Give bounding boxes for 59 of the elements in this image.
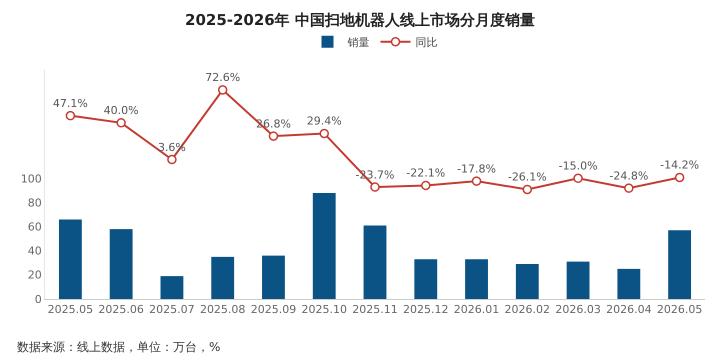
- point: [66, 110, 76, 120]
- x-tick-label: 2025.12: [403, 303, 449, 316]
- point: [522, 184, 532, 194]
- y-tick-label: 40: [28, 244, 42, 258]
- bar: [58, 219, 82, 299]
- bar: [211, 256, 234, 299]
- x-tick-label: 2025.10: [301, 303, 347, 316]
- x-tick-label: 2025.08: [200, 303, 246, 316]
- data-label: -15.0%: [558, 160, 598, 173]
- x-tick-label: 2025.11: [352, 303, 398, 316]
- y-tick-label: 100: [20, 172, 42, 186]
- bar: [566, 262, 590, 299]
- y-tick-label: 60: [28, 220, 42, 234]
- point: [573, 174, 583, 184]
- bar: [262, 256, 285, 299]
- point: [472, 176, 482, 186]
- data-label: -26.1%: [508, 170, 547, 184]
- x-tick-label: 2026.02: [504, 303, 550, 316]
- point: [674, 172, 684, 182]
- data-label: 29.4%: [306, 114, 342, 128]
- data-label: -14.2%: [660, 158, 700, 172]
- point: [370, 182, 380, 192]
- x-tick-label: 2026.04: [606, 303, 652, 316]
- legend-label: 同比: [416, 36, 438, 50]
- data-label: 40.0%: [104, 104, 139, 118]
- point: [421, 180, 431, 190]
- y-tick-label: 20: [28, 268, 42, 282]
- data-label: -17.8%: [457, 162, 496, 176]
- data-label: -22.1%: [406, 166, 446, 180]
- point: [116, 118, 126, 128]
- point: [218, 85, 228, 95]
- x-tick-label: 2025.05: [48, 303, 94, 316]
- legend-label: 销量: [346, 36, 370, 50]
- y-tick-label: 80: [28, 196, 42, 210]
- point: [268, 131, 278, 141]
- data-label: 72.6%: [205, 71, 240, 84]
- x-tick-label: 2025.09: [250, 303, 296, 316]
- bar: [465, 259, 488, 299]
- x-tick-label: 2026.05: [656, 303, 702, 316]
- source-note: 数据来源：线上数据，单位：万台，%: [17, 340, 220, 354]
- x-tick-label: 2026.01: [454, 303, 500, 316]
- y-tick-label: 0: [34, 292, 42, 306]
- data-label: 47.1%: [52, 96, 88, 110]
- x-tick-label: 2025.06: [98, 303, 144, 316]
- chart-title: 2025-2026年 中国扫地机器人线上市场分月度销量: [185, 10, 535, 29]
- point: [167, 154, 177, 164]
- bar: [668, 230, 692, 299]
- point: [624, 183, 634, 193]
- bar: [516, 264, 539, 299]
- x-tick-label: 2026.03: [555, 303, 601, 316]
- x-tick-label: 2025.07: [149, 303, 195, 316]
- point: [319, 128, 329, 138]
- bar: [414, 259, 438, 299]
- bar: [364, 225, 386, 299]
- bar: [160, 276, 184, 299]
- data-label: -24.8%: [609, 169, 648, 182]
- bar: [312, 192, 336, 299]
- bar: [110, 229, 133, 299]
- bar: [617, 268, 640, 299]
